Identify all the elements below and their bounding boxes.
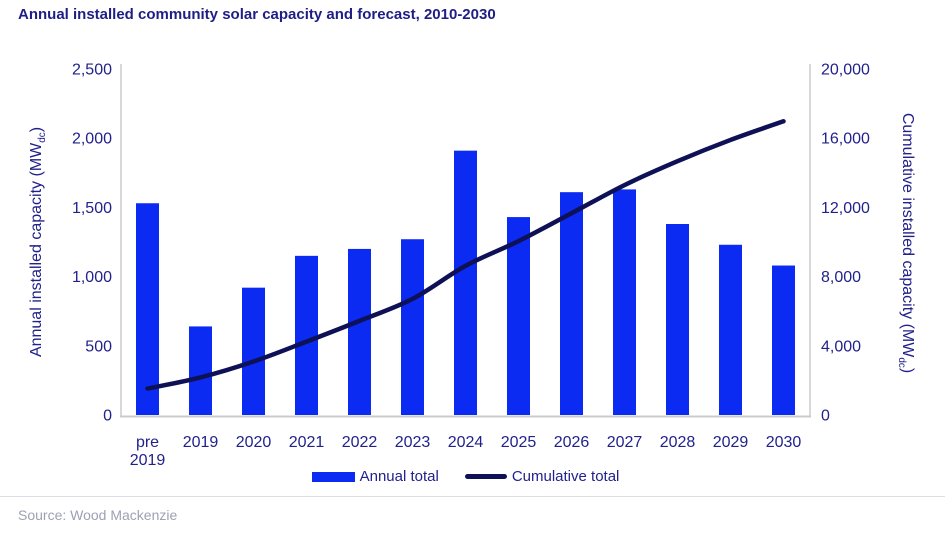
x-axis-category-label: pre <box>136 434 159 451</box>
bar-2027 <box>613 189 636 415</box>
legend-item-annual: Annual total <box>311 468 439 485</box>
x-axis-category-label: 2025 <box>501 434 537 451</box>
x-axis-category-label: 2029 <box>713 434 749 451</box>
x-axis-category-label: 2020 <box>236 434 272 451</box>
bar-2021 <box>295 255 318 415</box>
legend-bar-swatch-icon <box>311 471 355 482</box>
cumulative-total-line <box>145 118 786 391</box>
bar-2020 <box>242 287 265 415</box>
x-axis-category-label: 2028 <box>660 434 696 451</box>
x-axis-category-label: 2030 <box>766 434 802 451</box>
left-axis-tick-label: 0 <box>103 408 112 425</box>
bar-2030 <box>772 265 795 415</box>
right-axis-title: Cumulative installed capacity (MWdc) <box>896 113 916 373</box>
legend-cumulative-label: Cumulative total <box>511 468 620 485</box>
x-axis-category-label: 2026 <box>554 434 590 451</box>
legend: Annual total Cumulative total <box>121 468 810 485</box>
x-axis-category-label: 2024 <box>448 434 484 451</box>
right-axis-title-text: Cumulative installed capacity (MW <box>899 112 917 358</box>
x-axis-category-label: 2023 <box>395 434 431 451</box>
bar-2026 <box>560 192 583 415</box>
left-axis-tick-label: 2,000 <box>72 131 112 148</box>
right-axis-tick-label: 8,000 <box>821 269 861 286</box>
chart-title: Annual installed community solar capacit… <box>18 6 496 23</box>
right-axis-tick-label: 20,000 <box>821 62 870 79</box>
right-axis-title-subscript: dc <box>895 357 907 368</box>
bar-2022 <box>348 248 371 415</box>
bar-2028 <box>666 224 689 415</box>
x-axis-category-label: 2027 <box>607 434 643 451</box>
bar-2025 <box>507 217 530 415</box>
left-axis-tick-label: 500 <box>85 338 112 355</box>
bar-2023 <box>401 239 424 415</box>
right-axis-tick-label: 4,000 <box>821 338 861 355</box>
legend-annual-label: Annual total <box>359 468 439 485</box>
left-axis-tick-label: 2,500 <box>72 62 112 79</box>
x-axis-category-label: 2022 <box>342 434 378 451</box>
plot-canvas: 0 500 1,000 1,500 2,000 2,500 0 4,000 8,000 12,00… <box>72 62 870 469</box>
footer-divider <box>0 496 945 497</box>
x-axis-category-label: 2021 <box>289 434 325 451</box>
bar-2024 <box>454 150 477 415</box>
bar-pre-2019 <box>136 203 159 415</box>
right-axis-tick-label: 12,000 <box>821 200 870 217</box>
x-axis-category-label: 2019 <box>183 434 219 451</box>
legend-line-swatch-icon <box>464 474 507 479</box>
x-axis-category-label: 2019 <box>130 452 166 468</box>
right-axis-tick-label: 16,000 <box>821 131 870 148</box>
legend-item-cumulative: Cumulative total <box>464 468 620 485</box>
right-axis-title-close: ) <box>899 367 917 374</box>
source-text: Source: Wood Mackenzie <box>18 507 178 523</box>
right-axis-tick-label: 0 <box>821 408 830 425</box>
left-axis-tick-label: 1,000 <box>72 269 112 286</box>
bar-2029 <box>719 244 742 415</box>
bar-2019 <box>189 326 212 415</box>
left-axis-tick-label: 1,500 <box>72 200 112 217</box>
